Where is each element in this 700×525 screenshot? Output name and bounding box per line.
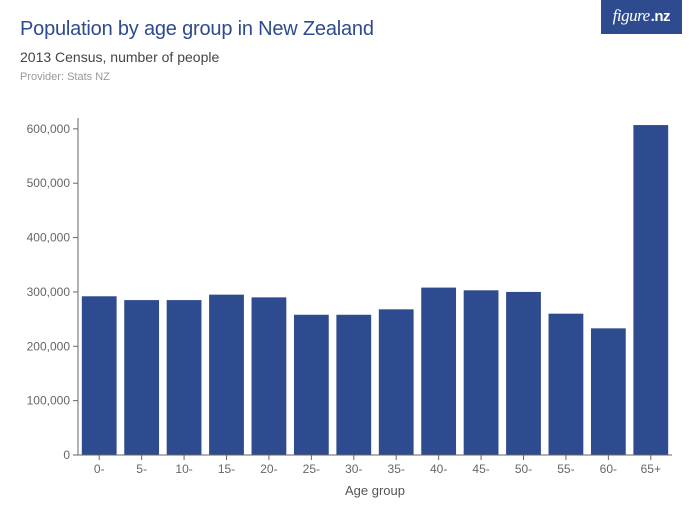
ytick-label: 500,000 [27,176,71,190]
xaxis-title: Age group [345,483,405,498]
bar [124,300,159,455]
bar [549,314,584,455]
bar [167,300,202,455]
ytick-label: 300,000 [27,285,71,299]
xtick-label: 10- [175,462,192,476]
bar [209,295,244,455]
bar [379,309,414,455]
bar [336,315,371,455]
bar [633,125,668,455]
xtick-label: 55- [557,462,574,476]
xtick-label: 50- [515,462,532,476]
bar [294,315,329,455]
ytick-label: 0 [63,448,70,462]
bar [506,292,541,455]
xtick-label: 15- [218,462,235,476]
bar-chart: 0 100,000 200,000 300,000 400,000 500,000 600,… [20,110,680,503]
chart-title: Population by age group in New Zealand [20,18,680,41]
xtick-label: 20- [260,462,277,476]
xtick-label: 40- [430,462,447,476]
bar [591,328,626,455]
logo-brand: figure [613,6,650,25]
xtick-label: 35- [388,462,405,476]
bar [421,288,456,455]
xtick-label: 60- [600,462,617,476]
xtick-label: 30- [345,462,362,476]
bar [464,290,499,455]
ytick-label: 400,000 [27,231,71,245]
chart-subtitle: 2013 Census, number of people [20,49,680,65]
xtick-label: 0- [94,462,105,476]
ytick-label: 600,000 [27,122,71,136]
chart-provider: Provider: Stats NZ [20,71,680,83]
xtick-label: 25- [303,462,320,476]
ytick-label: 200,000 [27,339,71,353]
xtick-label: 65+ [641,462,661,476]
chart-svg: 0 100,000 200,000 300,000 400,000 500,000 600,… [20,110,680,503]
chart-header: Population by age group in New Zealand 2… [0,0,700,83]
xtick-label: 45- [472,462,489,476]
figurenz-logo: figure.nz [601,0,682,34]
logo-suffix: .nz [651,8,670,25]
xtick-label: 5- [136,462,147,476]
ytick-label: 100,000 [27,394,71,408]
bar [82,296,117,455]
bar [252,297,287,455]
